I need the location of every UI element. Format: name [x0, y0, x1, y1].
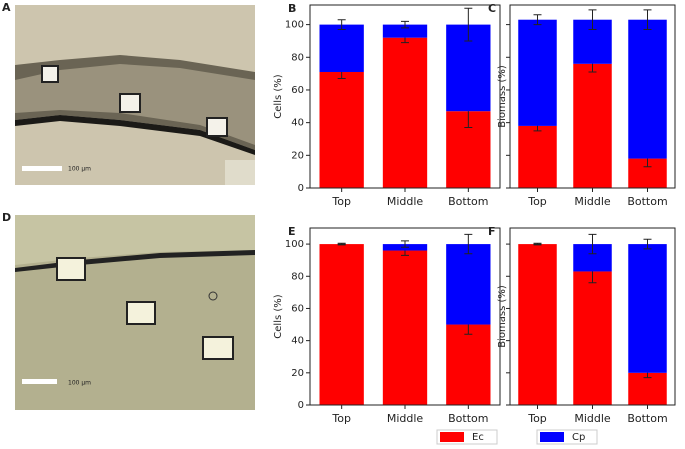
- legend-label: Ec: [472, 432, 484, 443]
- error-bar: [464, 7, 473, 42]
- panel-label: E: [288, 225, 296, 238]
- y-tick-label: 80: [291, 271, 304, 282]
- x-tick-label: Middle: [574, 195, 611, 208]
- x-tick-label: Top: [527, 195, 547, 208]
- y-tick-label: 20: [291, 368, 304, 379]
- panel-label: A: [2, 1, 11, 14]
- bar-segment: [382, 250, 428, 405]
- legend-swatch: [440, 432, 464, 442]
- y-tick-label: 100: [285, 239, 304, 250]
- micrograph-a: [15, 5, 255, 185]
- y-tick-label: 100: [285, 20, 304, 31]
- legend-swatch: [540, 432, 564, 442]
- axes-frame: [509, 4, 676, 189]
- legend-label: Cp: [572, 432, 585, 443]
- scale-bar-label: 100 µm: [68, 166, 91, 173]
- bar-segment: [382, 37, 428, 188]
- error-bar: [588, 233, 597, 255]
- bar-segment: [319, 71, 364, 188]
- scale-bar-label: 100 µm: [68, 380, 91, 387]
- x-tick-label: Middle: [574, 412, 611, 425]
- x-tick-label: Top: [527, 412, 547, 425]
- error-bar: [643, 9, 652, 31]
- bar-segment: [628, 19, 667, 159]
- x-tick-label: Top: [331, 412, 351, 425]
- bar-segment: [518, 244, 557, 405]
- bar-segment: [573, 63, 612, 189]
- y-tick-label: 60: [291, 85, 304, 96]
- error-bar: [337, 19, 346, 31]
- y-axis-label: Biomass (%): [497, 285, 508, 348]
- legend-frame: [436, 429, 498, 445]
- y-tick-label: 0: [298, 400, 304, 411]
- panel-label: F: [488, 225, 496, 238]
- error-bar: [401, 240, 409, 248]
- bar-segment: [382, 24, 428, 38]
- bar-segment: [319, 24, 364, 72]
- x-tick-label: Middle: [387, 412, 424, 425]
- panel-label: B: [288, 2, 296, 15]
- y-tick-label: 80: [291, 52, 304, 63]
- bar-segment: [628, 372, 667, 405]
- error-bar: [401, 20, 409, 29]
- error-bar: [464, 233, 473, 255]
- micrograph-d: [15, 215, 255, 410]
- bar-segment: [518, 125, 557, 188]
- y-axis-label: Cells (%): [273, 74, 284, 118]
- x-tick-label: Bottom: [627, 195, 667, 208]
- y-axis-label: Biomass (%): [497, 65, 508, 128]
- bar-segment: [446, 244, 491, 325]
- bar-segment: [446, 324, 491, 405]
- legend-frame: [536, 429, 598, 445]
- error-bar: [643, 238, 652, 250]
- axes-frame: [309, 4, 501, 189]
- bar-segment: [573, 271, 612, 405]
- y-tick-label: 20: [291, 150, 304, 161]
- panel-label: D: [2, 211, 11, 224]
- x-tick-label: Middle: [387, 195, 424, 208]
- y-tick-label: 40: [291, 118, 304, 129]
- y-tick-label: 60: [291, 303, 304, 314]
- bar-segment: [518, 19, 557, 126]
- y-tick-label: 0: [298, 183, 304, 194]
- x-tick-label: Bottom: [448, 195, 488, 208]
- axes-frame: [309, 227, 501, 406]
- x-tick-label: Top: [331, 195, 351, 208]
- axes-frame: [509, 227, 676, 406]
- bar-segment: [628, 244, 667, 373]
- panel-label: C: [488, 2, 496, 15]
- y-tick-label: 40: [291, 336, 304, 347]
- error-bar: [533, 14, 542, 26]
- bar-segment: [319, 244, 364, 405]
- error-bar: [588, 9, 597, 31]
- y-axis-label: Cells (%): [273, 294, 284, 338]
- x-tick-label: Bottom: [448, 412, 488, 425]
- x-tick-label: Bottom: [627, 412, 667, 425]
